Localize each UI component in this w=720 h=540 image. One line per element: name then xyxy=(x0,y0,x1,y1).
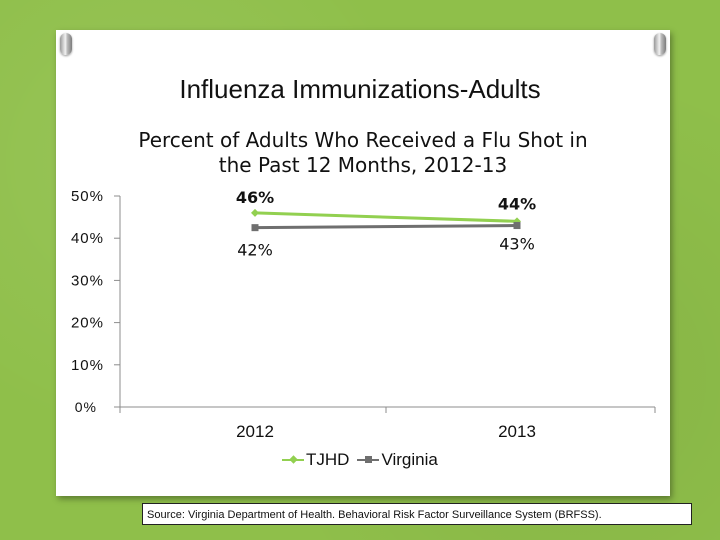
legend-label-virginia: Virginia xyxy=(381,450,438,469)
y-tick-label: 20% xyxy=(71,315,104,332)
legend-item-tjhd: TJHD xyxy=(282,450,349,470)
data-label-tjhd: 44% xyxy=(498,194,536,213)
series-line-tjhd xyxy=(254,211,518,223)
chart-title-line-1: Percent of Adults Who Received a Flu Sho… xyxy=(138,128,588,152)
y-tick-label: 30% xyxy=(71,272,104,289)
chart-legend: TJHD Virginia xyxy=(282,450,446,470)
pin-icon xyxy=(60,33,72,55)
x-tick-label: 2013 xyxy=(498,422,536,441)
pin-icon xyxy=(654,33,666,55)
chart-title: Percent of Adults Who Received a Flu Sho… xyxy=(123,128,603,178)
chart-title-line-2: the Past 12 Months, 2012-13 xyxy=(218,153,508,177)
series-line-virginia xyxy=(254,224,518,230)
data-label-tjhd: 46% xyxy=(236,188,274,207)
chart-data-labels: 46% 44% 42% 43% xyxy=(236,188,536,260)
y-tick-label: 10% xyxy=(71,357,104,374)
y-tick-label: 0% xyxy=(75,399,97,415)
legend-swatch-virginia xyxy=(357,453,380,467)
y-tick-label: 50% xyxy=(71,188,104,205)
data-point-virginia xyxy=(513,222,521,230)
chart-axes: 0% 10% 20% 30% 40% 50% 2012 2013 xyxy=(71,188,656,441)
x-tick-label: 2012 xyxy=(236,422,274,441)
data-label-virginia: 42% xyxy=(237,241,273,260)
legend-label-tjhd: TJHD xyxy=(306,450,350,469)
chart-series xyxy=(251,208,521,232)
data-label-virginia: 43% xyxy=(499,235,535,254)
data-point-virginia xyxy=(251,224,259,232)
legend-item-virginia: Virginia xyxy=(357,450,438,470)
source-note: Source: Virginia Department of Health. B… xyxy=(142,503,692,525)
data-point-tjhd xyxy=(251,208,259,217)
slide-title: Influenza Immunizations-Adults xyxy=(179,74,541,104)
legend-swatch-tjhd xyxy=(282,453,304,467)
y-tick-label: 40% xyxy=(71,230,104,247)
slide-panel xyxy=(56,30,670,496)
